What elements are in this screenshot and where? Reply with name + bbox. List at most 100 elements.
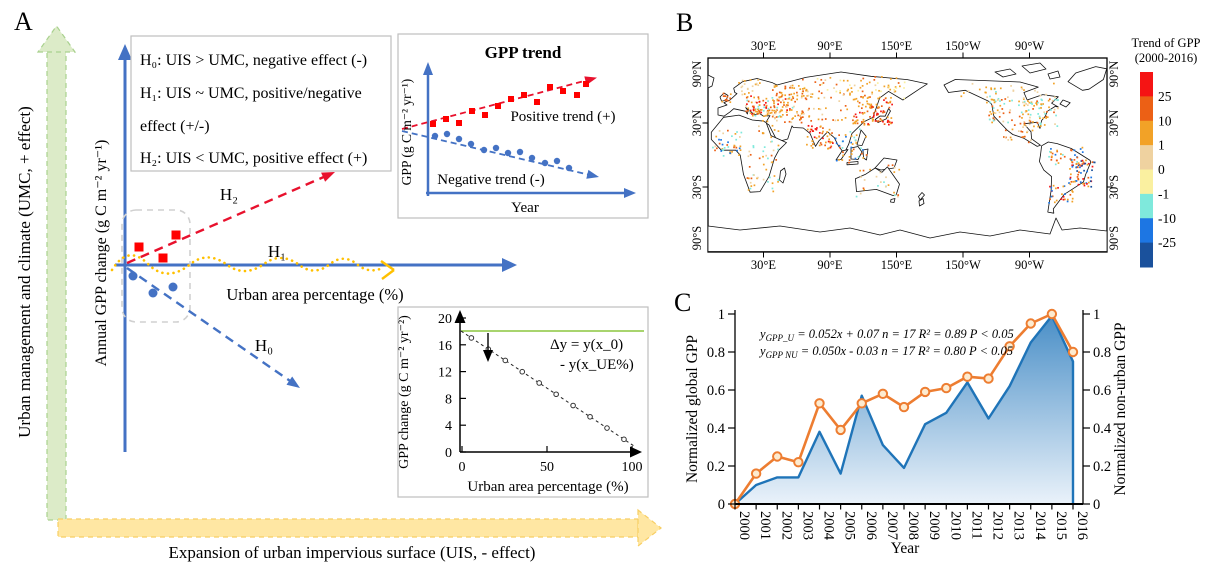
- map-trend-dot: [1018, 115, 1021, 118]
- map-trend-dot: [990, 113, 993, 115]
- map-trend-dot: [849, 93, 851, 96]
- map-trend-dot: [747, 155, 750, 158]
- map-trend-dot: [751, 85, 754, 88]
- map-trend-dot: [806, 89, 808, 92]
- map-trend-dot: [763, 115, 765, 117]
- map-trend-dot: [862, 120, 865, 123]
- change-point: [621, 436, 627, 443]
- map-trend-dot: [754, 108, 756, 111]
- map-trend-dot: [811, 96, 814, 98]
- positive-trend-line: [401, 79, 589, 130]
- map-trend-dot: [739, 149, 742, 151]
- x-tick-label: 2013: [1011, 511, 1027, 540]
- map-trend-dot: [830, 145, 833, 148]
- map-trend-dot: [758, 109, 760, 112]
- map-trend-dot: [760, 108, 763, 111]
- map-trend-dot: [1025, 103, 1027, 105]
- map-trend-dot: [784, 85, 787, 88]
- map-trend-dot: [722, 95, 725, 97]
- map-trend-dot: [1092, 161, 1095, 164]
- data-marker: [877, 388, 889, 399]
- map-trend-dot: [835, 159, 838, 162]
- map-trend-dot: [853, 136, 856, 139]
- map-trend-dot: [993, 99, 995, 102]
- map-trend-dot: [829, 140, 832, 143]
- map-trend-dot: [865, 135, 867, 138]
- map-trend-dot: [1050, 195, 1053, 198]
- map-trend-dot: [813, 107, 815, 110]
- map-trend-dot: [1054, 163, 1057, 166]
- scatter-dot: [128, 271, 138, 281]
- map-trend-dot: [903, 87, 905, 89]
- map-trend-dot: [723, 147, 726, 149]
- map-trend-dot: [854, 120, 857, 123]
- map-trend-dot: [756, 108, 759, 111]
- map-trend-dot: [815, 128, 818, 131]
- data-marker: [919, 386, 931, 398]
- map-trend-dot: [867, 96, 870, 99]
- map-trend-dot: [735, 138, 738, 141]
- map-trend-dot: [757, 108, 760, 110]
- map-trend-dot: [861, 85, 864, 87]
- map-trend-dot: [844, 134, 847, 136]
- map-trend-dot: [815, 137, 818, 140]
- map-trend-dot: [996, 109, 999, 112]
- map-trend-dot: [1081, 146, 1084, 149]
- map-trend-dot: [1034, 89, 1036, 92]
- map-trend-dot: [791, 106, 794, 109]
- gpp-change-axes: [459, 318, 632, 453]
- map-trend-dot: [856, 122, 859, 125]
- map-trend-dot: [883, 99, 885, 101]
- change-point: [604, 425, 610, 431]
- map-trend-dot: [715, 135, 718, 138]
- map-trend-dot: [875, 89, 877, 91]
- map-trend-dot: [1083, 169, 1085, 172]
- global-gpp-area: [735, 315, 1073, 504]
- delta-arrowhead: [483, 350, 493, 362]
- map-trend-dot: [889, 100, 892, 103]
- trend-square: [443, 116, 449, 122]
- map-trend-dot: [897, 195, 899, 198]
- map-trend-dot: [798, 118, 801, 121]
- map-trend-dot: [1026, 130, 1029, 133]
- map-trend-dot: [858, 101, 861, 104]
- map-trend-dot: [796, 91, 798, 94]
- map-trend-dot: [1077, 164, 1080, 167]
- map-trend-dot: [832, 119, 835, 121]
- map-trend-dot: [817, 118, 820, 121]
- map-trend-dot: [999, 104, 1002, 107]
- map-trend-dot: [1081, 164, 1083, 167]
- map-trend-dot: [903, 81, 906, 84]
- map-trend-dot: [773, 117, 776, 120]
- map-trend-dot: [792, 117, 794, 119]
- map-trend-dot: [1086, 183, 1088, 185]
- delta-annotation-line2: - y(x_UE%): [560, 357, 634, 373]
- map-trend-dot: [1056, 125, 1059, 127]
- map-trend-dot: [840, 109, 842, 112]
- map-trend-dot: [807, 109, 810, 112]
- colorbar-title-line1: Trend of GPP: [1131, 36, 1200, 50]
- map-trend-dot: [801, 88, 804, 90]
- map-trend-dot: [833, 87, 835, 89]
- lon-tick-label: 150°W: [945, 39, 981, 53]
- map-trend-dot: [1083, 182, 1086, 185]
- map-trend-dot: [866, 97, 869, 99]
- map-trend-dot: [771, 187, 774, 190]
- change-point: [536, 380, 542, 386]
- map-trend-dot: [753, 106, 755, 109]
- x-tick-label: 2001: [757, 511, 773, 540]
- map-trend-dot: [866, 110, 869, 113]
- map-trend-dot: [862, 118, 865, 121]
- map-trend-dot: [1021, 117, 1023, 119]
- map-lon-labels-bottom: 30°E 90°E 150°E 150°W 90°W: [751, 252, 1044, 272]
- map-trend-dot: [750, 185, 753, 187]
- map-trend-dot: [826, 131, 828, 133]
- map-trend-dot: [1068, 182, 1070, 184]
- trend-square: [560, 88, 566, 94]
- map-trend-dot: [887, 184, 890, 186]
- lon-tick-label: 90°W: [1015, 258, 1044, 272]
- map-trend-dot: [771, 109, 774, 112]
- lat-tick-label: 90°N: [1107, 61, 1121, 88]
- colorbar-tick-label: -25: [1158, 235, 1176, 250]
- map-trend-dot: [790, 99, 793, 101]
